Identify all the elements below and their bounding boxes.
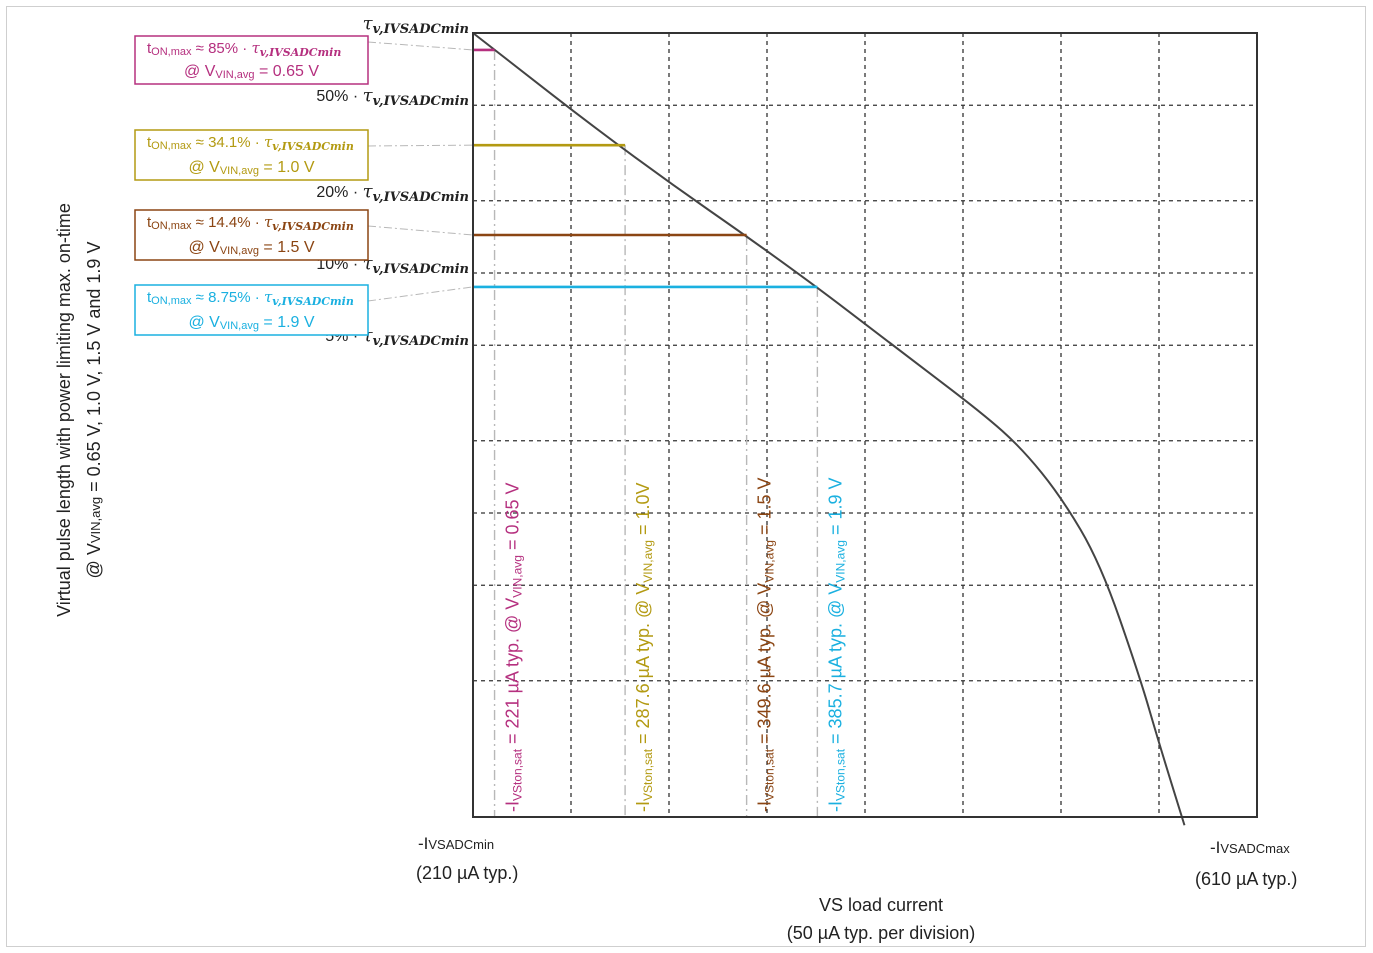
ton-max-box bbox=[134, 35, 369, 85]
legend-boxes: tON,max ≈ 85% · τv,IVSADCmin @ VVIN,avg =… bbox=[134, 35, 369, 336]
y-axis-label: Virtual pulse length with power limiting… bbox=[54, 203, 104, 617]
vin-condition: @ VVIN,avg = 1.9 V bbox=[188, 314, 314, 332]
vin-condition: @ VVIN,avg = 1.0 V bbox=[188, 159, 314, 177]
saturation-labels: -IVSton,sat = 221 µA typ. @ VVIN,avg = 0… bbox=[503, 477, 848, 812]
series-layer bbox=[473, 48, 818, 289]
box-leader-line bbox=[367, 41, 474, 51]
svg-text:-IVSton,sat = 385.7 µA typ. @: -IVSton,sat = 385.7 µA typ. @ VVIN,avg =… bbox=[825, 477, 847, 812]
saturation-label: -IVSton,sat = 221 µA typ. @ VVIN,avg = 0… bbox=[503, 482, 525, 812]
x-tick-left-note: (210 µA typ.) bbox=[416, 863, 518, 883]
ton-curve bbox=[472, 32, 1186, 826]
ton-max-box bbox=[134, 209, 369, 261]
x-tick-left: -IVSADCmin (210 µA typ.) bbox=[416, 834, 518, 883]
y-tick-label: 50% · τv,IVSADCmin bbox=[316, 85, 469, 109]
svg-text:-IVSton,sat = 349.6 µA typ. @: -IVSton,sat = 349.6 µA typ. @ VVIN,avg =… bbox=[755, 477, 777, 812]
x-axis-sublabel: (50 µA typ. per division) bbox=[787, 923, 975, 943]
x-tick-right: -IVSADCmax (610 µA typ.) bbox=[1195, 838, 1297, 889]
x-tick-right-label: -IVSADCmax bbox=[1210, 838, 1290, 857]
y-tick-label: 20% · τv,IVSADCmin bbox=[316, 181, 469, 205]
grid bbox=[473, 33, 1257, 817]
x-tick-right-note: (610 µA typ.) bbox=[1195, 869, 1297, 889]
ton-max-value: tON,max ≈ 85% · τv,IVSADCmin bbox=[147, 39, 341, 59]
box-leader-line bbox=[367, 286, 474, 302]
svg-text:-IVSton,sat = 221 µA typ. @ VV: -IVSton,sat = 221 µA typ. @ VVIN,avg = 0… bbox=[503, 482, 525, 812]
svg-text:-IVSton,sat = 287.6 µA typ. @: -IVSton,sat = 287.6 µA typ. @ VVIN,avg =… bbox=[633, 482, 655, 812]
ton-max-value: tON,max ≈ 34.1% · τv,IVSADCmin bbox=[147, 133, 354, 153]
ton-max-value: tON,max ≈ 14.4% · τv,IVSADCmin bbox=[147, 213, 354, 233]
figure-frame bbox=[6, 6, 1366, 947]
curve-layer bbox=[472, 32, 1186, 826]
vin-condition: @ VVIN,avg = 1.5 V bbox=[188, 239, 314, 257]
box-leader-line bbox=[367, 225, 474, 236]
x-tick-left-label: -IVSADCmin bbox=[418, 834, 494, 853]
box-leader-line bbox=[367, 144, 474, 147]
y-axis-label-line2: @ VVIN,avg = 0.65 V, 1.0 V, 1.5 V and 1.… bbox=[84, 242, 104, 579]
saturation-label: -IVSton,sat = 385.7 µA typ. @ VVIN,avg =… bbox=[825, 477, 847, 812]
vin-condition: @ VVIN,avg = 0.65 V bbox=[184, 63, 319, 81]
ton-max-box bbox=[134, 129, 369, 181]
plot-area-border bbox=[472, 32, 1258, 818]
y-tick-label: τv,IVSADCmin bbox=[363, 13, 469, 37]
saturation-label: -IVSton,sat = 349.6 µA typ. @ VVIN,avg =… bbox=[755, 477, 777, 812]
x-axis-label: VS load current bbox=[819, 895, 943, 915]
ton-max-value: tON,max ≈ 8.75% · τv,IVSADCmin bbox=[147, 288, 354, 308]
ton-max-box bbox=[134, 284, 369, 336]
saturation-label: -IVSton,sat = 287.6 µA typ. @ VVIN,avg =… bbox=[633, 482, 655, 812]
y-axis-label-line1: Virtual pulse length with power limiting… bbox=[54, 203, 74, 617]
guide-lines bbox=[367, 41, 819, 817]
